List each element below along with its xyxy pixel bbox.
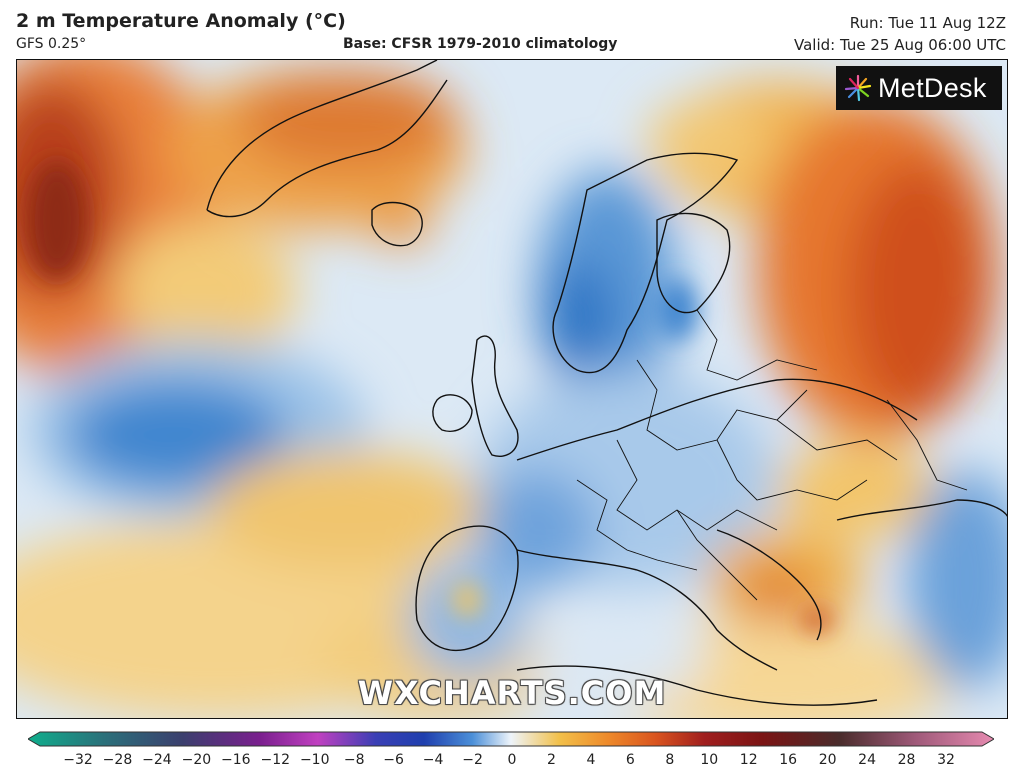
colorbar-tick-label: −28 [102,752,133,768]
colorbar-tick-label: −16 [221,752,251,768]
logo-text: MetDesk [878,72,987,103]
map-title: 2 m Temperature Anomaly (°C) [16,10,346,32]
colorbar-tick-label: 0 [507,752,517,768]
anomaly-field [17,60,1007,718]
coastlines [206,60,1007,706]
colorbar-tick-label: −24 [142,752,172,768]
colorbar-tick-label: −20 [181,752,212,768]
colorbar-tick-label: 2 [546,752,556,768]
colorbar-tick-label: −8 [343,752,365,768]
country-borders [576,309,968,601]
colorbar-tick-label: 16 [779,752,798,768]
run-label: Run: Tue 11 Aug 12Z [849,14,1006,32]
colorbar-tick-label: −6 [383,752,404,768]
colorbar-tick-label: 24 [858,752,876,768]
colorbar-tick-label: 4 [586,752,596,768]
starburst-icon [844,74,872,102]
anomaly-detail [27,160,833,632]
metdesk-logo: MetDesk [836,66,1002,110]
model-label: GFS 0.25° [16,36,87,52]
colorbar-ticks: −32 −28 −24 −20 −16 −12 −10 −8 −6 −4 −2 0 2 4 6 8 10 12 16… [0,752,1024,774]
colorbar-tick-label: −4 [422,752,444,768]
map-panel[interactable]: MetDesk WXCHARTS.COM [16,59,1008,719]
colorbar-tick-label: 6 [625,752,635,768]
colorbar-tick-label: 20 [818,752,837,768]
watermark: WXCHARTS.COM [357,674,667,712]
colorbar-tick-label: 12 [739,752,758,768]
colorbar-tick-label: 10 [700,752,719,768]
colorbar-tick-label: −10 [299,752,330,768]
colorbar-tick-label: 32 [937,752,955,768]
anomaly-map [17,60,1007,718]
base-label: Base: CFSR 1979-2010 climatology [343,36,618,52]
colorbar-tick-label: −12 [260,752,291,768]
colorbar-tick-label: −2 [462,752,483,768]
colorbar-gradient [28,731,994,747]
colorbar [28,731,994,747]
colorbar-tick-label: −32 [63,752,93,768]
valid-label: Valid: Tue 25 Aug 06:00 UTC [794,36,1006,54]
colorbar-tick-label: 8 [665,752,675,768]
colorbar-tick-label: 28 [897,752,916,768]
